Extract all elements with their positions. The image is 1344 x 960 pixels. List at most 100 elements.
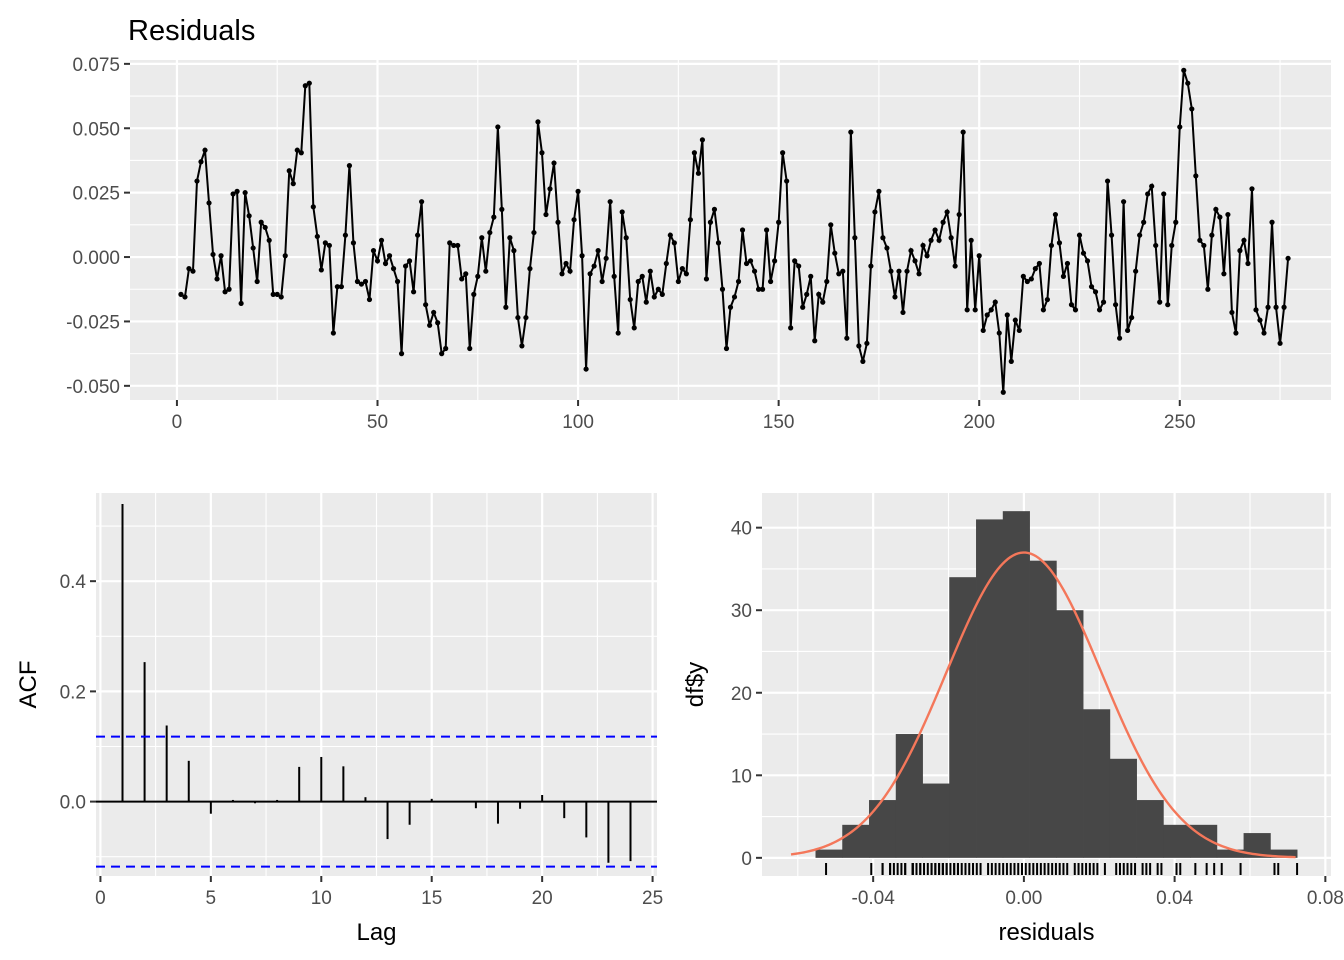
residual-point — [226, 286, 232, 292]
residual-point — [1141, 219, 1147, 225]
residual-point — [563, 260, 569, 267]
residual-point — [579, 253, 585, 259]
residual-point — [487, 229, 493, 236]
residual-point — [210, 251, 216, 258]
residual-point — [523, 314, 529, 321]
residual-point — [382, 260, 389, 267]
x-tick-label: 0 — [95, 888, 106, 909]
residual-point — [707, 219, 714, 225]
residual-point — [1064, 260, 1071, 267]
residuals-plot-title: Residuals — [128, 15, 255, 47]
residual-point — [675, 278, 681, 285]
residual-point — [1277, 340, 1283, 346]
residual-point — [1036, 260, 1042, 267]
x-tick-label: 20 — [532, 888, 553, 909]
residual-point — [924, 253, 930, 259]
residual-point — [539, 150, 545, 156]
residual-point — [836, 271, 842, 277]
residual-point — [1169, 242, 1175, 249]
residual-point — [258, 219, 264, 225]
residual-point — [366, 296, 373, 303]
residual-point — [483, 268, 489, 274]
residual-point — [1000, 389, 1006, 395]
residual-point — [290, 181, 296, 187]
residual-point — [190, 268, 196, 274]
residual-point — [455, 242, 461, 249]
residual-point — [495, 124, 501, 130]
residual-point — [338, 284, 344, 290]
residual-point — [198, 159, 204, 165]
residual-point — [647, 268, 653, 274]
residual-point — [788, 325, 794, 331]
residual-point — [370, 248, 377, 254]
residual-point — [1273, 304, 1279, 310]
y-tick-label: 0.050 — [72, 119, 120, 140]
residual-point — [1241, 237, 1247, 243]
residual-point — [439, 351, 445, 357]
residual-point — [643, 299, 649, 305]
residual-point — [519, 343, 525, 349]
residual-point — [218, 253, 224, 259]
residual-point — [402, 263, 409, 269]
residual-point — [1217, 214, 1223, 220]
residual-point — [896, 268, 902, 274]
residual-point — [796, 263, 802, 269]
residual-point — [1237, 248, 1243, 254]
histogram-bar — [815, 849, 843, 858]
residual-point — [1048, 242, 1055, 249]
residuals-time-series-panel: Residuals 0 50 100 150 200 250 -0.050 -0.025 0.0… — [66, 15, 1331, 433]
x-tick-label: 10 — [311, 888, 332, 909]
residual-point — [1269, 219, 1275, 225]
residual-point — [447, 240, 453, 246]
residual-point — [908, 248, 914, 254]
residual-point — [840, 268, 846, 274]
residual-point — [1177, 124, 1183, 130]
residual-point — [314, 233, 320, 240]
residual-point — [880, 235, 886, 241]
histogram-bar — [1109, 758, 1137, 858]
y-tick-label: 0.025 — [72, 184, 120, 205]
residual-point — [583, 366, 589, 372]
residual-point — [278, 294, 284, 300]
residual-point — [864, 340, 870, 346]
residual-point — [443, 345, 449, 352]
residual-point — [266, 237, 272, 243]
residual-point — [1072, 307, 1079, 313]
residual-point — [663, 260, 669, 267]
residual-point — [182, 294, 188, 300]
residual-point — [723, 345, 730, 352]
residual-point — [1185, 80, 1191, 86]
residual-point — [631, 325, 637, 331]
residual-point — [812, 338, 818, 344]
x-tick-label: 15 — [421, 888, 442, 909]
residual-point — [972, 307, 978, 313]
residual-point — [715, 240, 722, 246]
residual-point — [415, 232, 421, 238]
acf-y-axis-title: ACF — [15, 661, 42, 709]
residual-point — [868, 263, 874, 269]
residual-point — [743, 260, 750, 267]
residual-point — [378, 237, 385, 243]
residual-point — [214, 276, 220, 282]
residual-point — [298, 150, 304, 156]
histogram-bar — [1136, 800, 1164, 858]
y-tick-label: 20 — [731, 684, 752, 705]
residual-point — [804, 291, 810, 297]
residual-point — [703, 276, 710, 282]
residual-point — [940, 219, 946, 225]
x-tick-label: 25 — [642, 888, 663, 909]
histogram-panel: -0.04 0.00 0.04 0.08 0 10 20 30 40 residuals df$y — [682, 493, 1344, 946]
residual-point — [515, 314, 521, 321]
residual-point — [202, 147, 208, 153]
residual-point — [390, 266, 397, 272]
residual-point — [254, 278, 260, 285]
residual-point — [755, 286, 762, 292]
residual-point — [968, 237, 974, 243]
residual-point — [944, 209, 950, 215]
residual-point — [1004, 312, 1010, 318]
residual-point — [350, 240, 357, 246]
residual-point — [820, 299, 826, 305]
residual-point — [547, 186, 553, 192]
histogram-x-axis-title: residuals — [998, 919, 1094, 946]
y-tick-label: 0 — [741, 849, 752, 870]
